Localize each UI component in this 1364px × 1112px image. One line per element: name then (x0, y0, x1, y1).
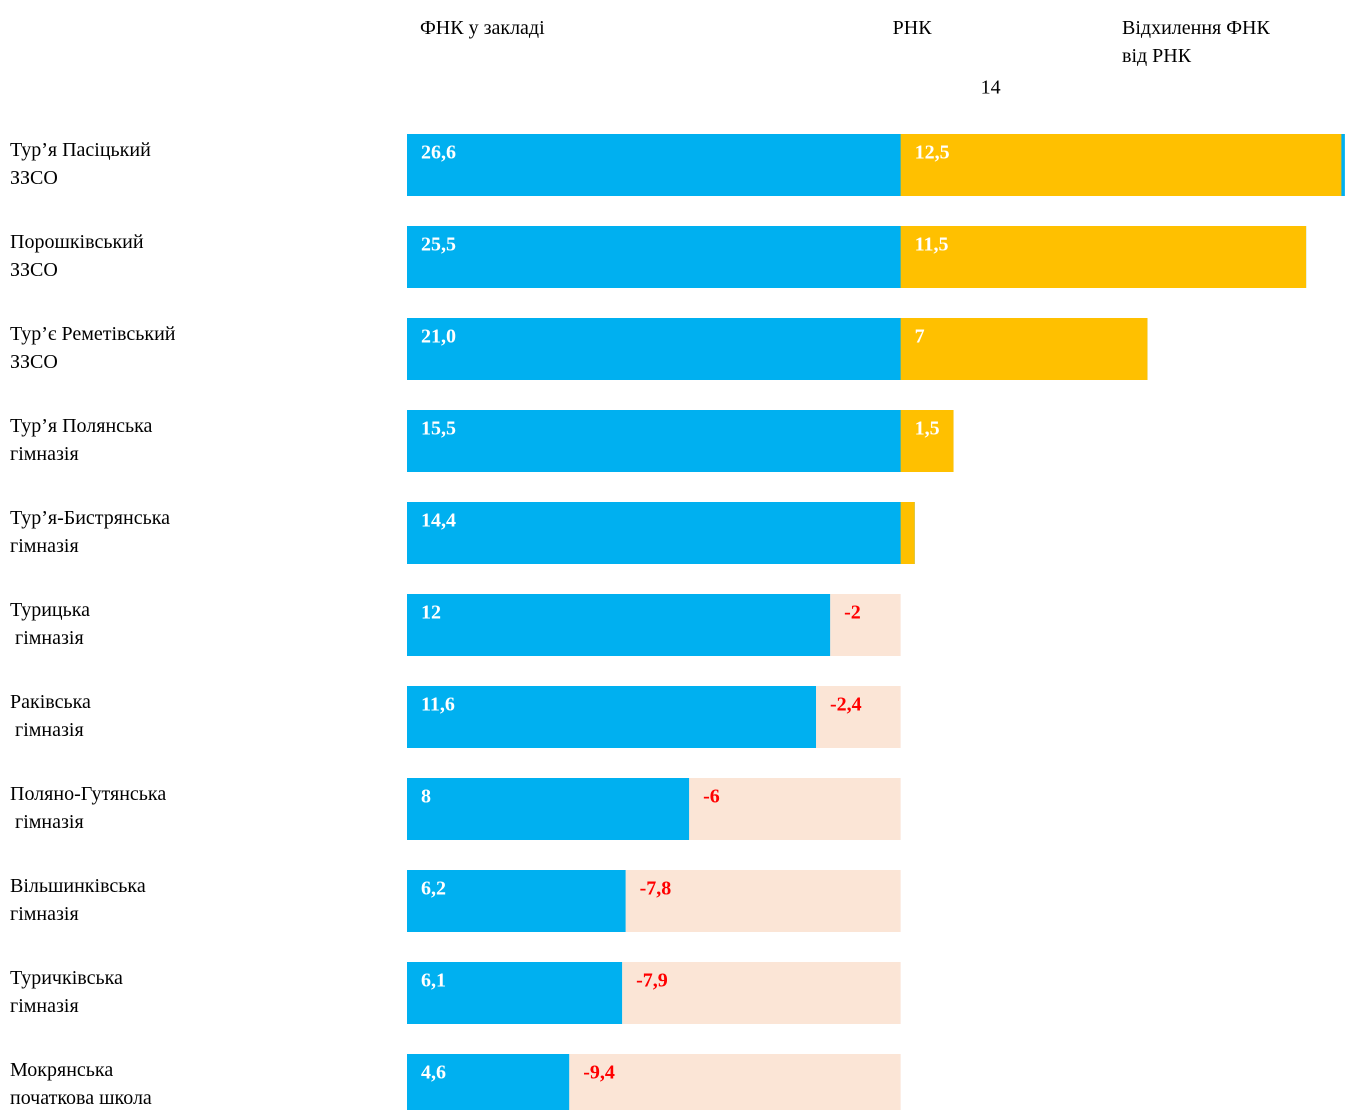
category-label: Вільшинківська гімназія (10, 875, 146, 925)
deviation-label: 11,5 (915, 234, 949, 256)
deviation-bar (900, 410, 954, 472)
deviation-label: 1,5 (915, 418, 940, 440)
deviation-label: -9,4 (583, 1062, 615, 1084)
deviation-bar (900, 134, 1342, 196)
category-label: Поляно-Гутянська гімназія (10, 783, 167, 833)
deviation-bar (900, 318, 1148, 380)
category-label: Тур’я-Бистрянська гімназія (10, 507, 170, 557)
value-label: 21,0 (421, 326, 456, 348)
deviation-label: -2,4 (830, 694, 862, 716)
category-label: Порошківський ЗЗСО (10, 231, 144, 281)
column-header: ФНК у закладі (420, 17, 545, 39)
category-label: Тур’я Пасіцький ЗЗСО (10, 139, 151, 189)
bar (407, 778, 690, 840)
value-label: 6,1 (421, 970, 446, 992)
deviation-bar (900, 226, 1307, 288)
bar (407, 686, 817, 748)
bar (407, 870, 626, 932)
deviation-bar (830, 594, 901, 656)
value-label: 26,6 (421, 142, 456, 164)
deviation-bar (569, 1054, 901, 1110)
value-label: 4,6 (421, 1062, 446, 1084)
category-label: Раківська гімназія (10, 691, 91, 741)
bar (407, 502, 915, 564)
deviation-label: -2 (844, 602, 861, 624)
deviation-label: -7,9 (636, 970, 668, 992)
reference-label: 14 (981, 77, 1001, 99)
category-label: Тур’я Полянська гімназія (10, 415, 153, 465)
value-label: 25,5 (421, 234, 456, 256)
column-header: Відхилення ФНК від РНК (1122, 17, 1270, 67)
category-label: Тур’є Реметівський ЗЗСО (10, 323, 176, 373)
bar (407, 962, 623, 1024)
bar (407, 1054, 570, 1110)
deviation-bar (900, 502, 915, 564)
deviation-bar (689, 778, 901, 840)
value-label: 12 (421, 602, 441, 624)
category-label: Туричківська гімназія (10, 967, 123, 1017)
bar (407, 594, 831, 656)
deviation-label: 0,4 (915, 510, 940, 532)
deviation-label: -7,8 (640, 878, 672, 900)
value-label: 11,6 (421, 694, 455, 716)
deviation-bar (625, 870, 901, 932)
value-label: 15,5 (421, 418, 456, 440)
deviation-label: 12,5 (915, 142, 950, 164)
category-label: Турицька гімназія (10, 599, 91, 649)
deviation-bar (622, 962, 901, 1024)
value-label: 8 (421, 786, 431, 808)
value-label: 6,2 (421, 878, 446, 900)
bar (407, 410, 954, 472)
column-header: РНК (892, 17, 932, 39)
deviation-label: -6 (703, 786, 720, 808)
deviation-label: 7 (915, 326, 925, 348)
deviation-bar (816, 686, 901, 748)
category-label: Мокрянська початкова школа (10, 1059, 152, 1109)
value-label: 14,4 (421, 510, 456, 532)
